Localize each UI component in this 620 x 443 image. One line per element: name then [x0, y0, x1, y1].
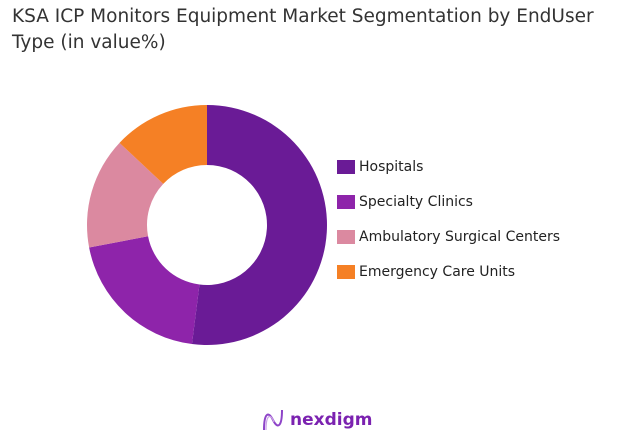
chart-title: KSA ICP Monitors Equipment Market Segmen… — [12, 6, 594, 53]
legend-label: Specialty Clinics — [359, 193, 473, 210]
legend-swatch — [337, 159, 355, 174]
legend-label: Emergency Care Units — [359, 263, 516, 280]
legend-item: Emergency Care Units — [337, 254, 560, 289]
legend-item: Hospitals — [337, 149, 560, 184]
legend-swatch — [337, 264, 355, 279]
legend: Hospitals Specialty Clinics Ambulatory Sur… — [337, 149, 560, 289]
legend-label: Hospitals — [359, 158, 424, 175]
nexdigm-logo-icon — [263, 409, 283, 431]
slice-specialty-clinics — [89, 236, 200, 345]
nexdigm-logo: nexdigm — [262, 408, 372, 432]
brand-name: nexdigm — [290, 410, 373, 430]
slice-ambulatory-surgical-centers — [86, 142, 164, 248]
legend-item: Specialty Clinics — [337, 184, 560, 219]
legend-item: Ambulatory Surgical Centers — [337, 219, 560, 254]
slice-hospitals — [191, 105, 327, 345]
legend-swatch — [337, 194, 355, 209]
legend-swatch — [337, 229, 355, 244]
slice-emergency-care-units — [119, 105, 207, 184]
legend-label: Ambulatory Surgical Centers — [359, 228, 561, 245]
